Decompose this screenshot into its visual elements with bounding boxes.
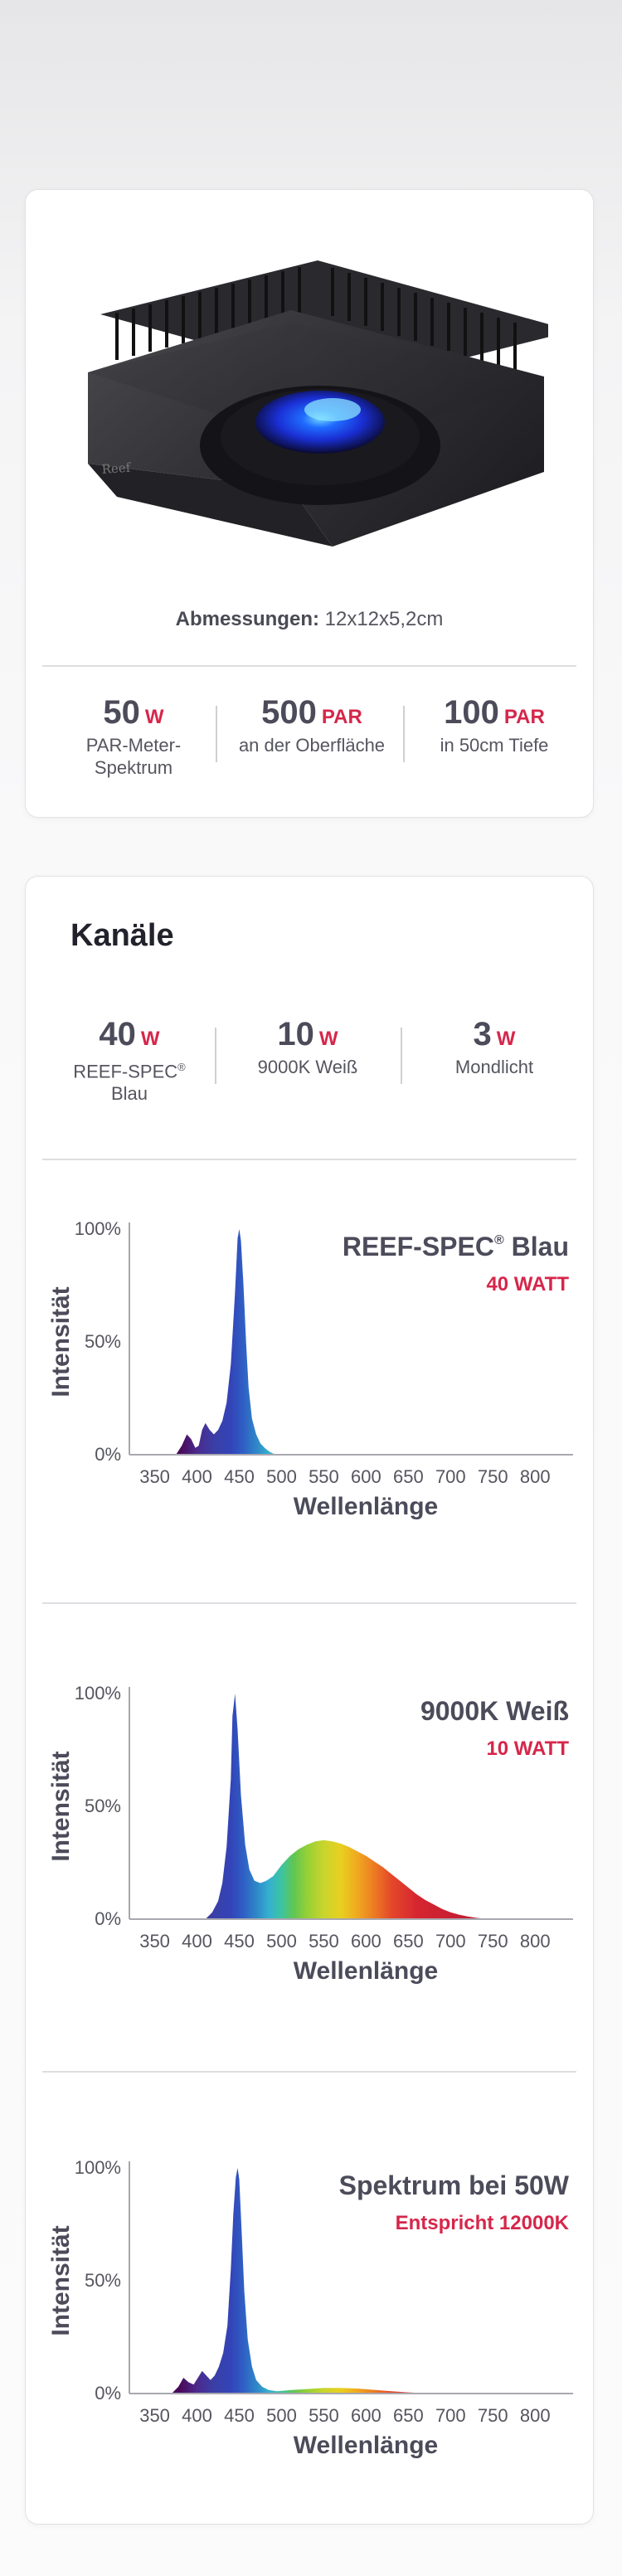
y-tick-label: 100%: [75, 2157, 121, 2178]
y-axis-title: Intensität: [47, 2225, 75, 2335]
x-tick-label: 650: [393, 1466, 424, 1487]
y-tick-label: 50%: [85, 1796, 121, 1816]
x-tick-label: 450: [224, 1466, 255, 1487]
dimensions-text: Abmessungen: 12x12x5,2cm: [175, 608, 444, 630]
stat-par-surface: 500 PAR an der Oberfläche: [238, 694, 386, 756]
chart-subtitle: 10 WATT: [486, 1738, 569, 1760]
spectrum-chart-white: 0% 50% 100% 350 400 450 500 550 600 650 700 750 800 W…: [26, 1673, 593, 2005]
y-axis-title: Intensität: [47, 1286, 75, 1397]
stat-par-depth: 100 PAR in 50cm Tiefe: [440, 694, 549, 756]
x-axis-title: Wellenlänge: [294, 1493, 439, 1520]
chart-subtitle: 40 WATT: [486, 1273, 569, 1295]
y-tick-label: 100%: [75, 1218, 121, 1239]
x-tick-label: 550: [309, 1466, 339, 1487]
svg-text:Reef: Reef: [101, 460, 132, 477]
stat-separator: [403, 706, 405, 762]
stat-separator: [216, 706, 217, 762]
stat-separator: [215, 1028, 216, 1084]
x-tick-label: 350: [139, 2405, 170, 2426]
x-tick-label: 800: [520, 2405, 551, 2426]
chart-svg: 0% 50% 100% 350 400 450 500 550 600 650 700 750 800 W…: [47, 1683, 573, 1985]
x-tick-label: 700: [435, 1931, 466, 1951]
chart-subtitle: Entspricht 12000K: [396, 2212, 570, 2234]
divider: [42, 1602, 576, 1604]
chart-title: REEF-SPEC® Blau: [343, 1232, 569, 1261]
x-tick-label: 450: [224, 2405, 255, 2426]
chart-svg: 0% 50% 100% 350 400 450 500 550 600 650 700 750 800 W…: [47, 1218, 573, 1520]
x-tick-label: 550: [309, 2405, 339, 2426]
x-tick-label: 600: [351, 2405, 381, 2426]
x-axis-title: Wellenlänge: [294, 2432, 439, 2459]
x-tick-label: 350: [139, 1931, 170, 1951]
section-title: Kanäle: [70, 918, 174, 953]
x-axis-title: Wellenlänge: [294, 1957, 439, 1985]
x-tick-label: 750: [478, 2405, 508, 2426]
x-tick-label: 500: [266, 1931, 297, 1951]
x-tick-label: 500: [266, 2405, 297, 2426]
divider: [42, 665, 576, 667]
chart-title: Spektrum bei 50W: [339, 2170, 570, 2200]
spectrum-area: [205, 1694, 493, 1919]
y-tick-label: 100%: [75, 1683, 121, 1704]
x-tick-label: 650: [393, 2405, 424, 2426]
spectrum-chart-total: 0% 50% 100% 350 400 450 500 550 600 650 700 750 800 W…: [26, 2147, 593, 2479]
x-tick-label: 750: [478, 1931, 508, 1951]
x-tick-label: 800: [520, 1466, 551, 1487]
x-tick-label: 800: [520, 1931, 551, 1951]
channels-card: Kanäle 40 W REEF-SPEC® Blau 10 W 9000K Wei…: [25, 876, 594, 2525]
divider: [42, 1159, 576, 1160]
spectrum-area: [171, 2168, 443, 2394]
y-tick-label: 50%: [85, 2270, 121, 2291]
stat-channel-blue: 40 W REEF-SPEC® Blau: [73, 1016, 186, 1105]
x-tick-label: 350: [139, 1466, 170, 1487]
y-tick-label: 0%: [95, 1908, 121, 1929]
spectrum-chart-blue: 0% 50% 100% 350 400 450 500 550 600 650 700 750 800 W…: [26, 1208, 593, 1540]
x-tick-label: 500: [266, 1466, 297, 1487]
y-tick-label: 50%: [85, 1331, 121, 1352]
x-tick-label: 400: [182, 1466, 212, 1487]
x-tick-label: 600: [351, 1466, 381, 1487]
x-tick-label: 550: [309, 1931, 339, 1951]
x-tick-label: 400: [182, 1931, 212, 1951]
stat-power: 50 W PAR-Meter- Spektrum: [85, 694, 182, 778]
stat-channel-white: 10 W 9000K Weiß: [257, 1016, 358, 1077]
x-tick-label: 450: [224, 1931, 255, 1951]
led-fixture-image: Reef: [88, 260, 548, 547]
y-tick-label: 0%: [95, 2383, 121, 2403]
chart-svg: 0% 50% 100% 350 400 450 500 550 600 650 700 750 800 W…: [47, 2157, 573, 2459]
stat-separator: [401, 1028, 402, 1084]
y-tick-label: 0%: [95, 1444, 121, 1465]
product-card: Reef Abmessungen: 12x12x5,2cm 50 W PAR-Me…: [25, 189, 594, 818]
chart-title: 9000K Weiß: [420, 1696, 569, 1726]
divider: [42, 2071, 576, 2073]
x-tick-label: 400: [182, 2405, 212, 2426]
x-tick-label: 650: [393, 1931, 424, 1951]
x-tick-label: 600: [351, 1931, 381, 1951]
spectrum-area: [176, 1229, 278, 1455]
x-tick-label: 700: [435, 1466, 466, 1487]
y-axis-title: Intensität: [47, 1751, 75, 1861]
x-tick-label: 700: [435, 2405, 466, 2426]
x-tick-label: 750: [478, 1466, 508, 1487]
